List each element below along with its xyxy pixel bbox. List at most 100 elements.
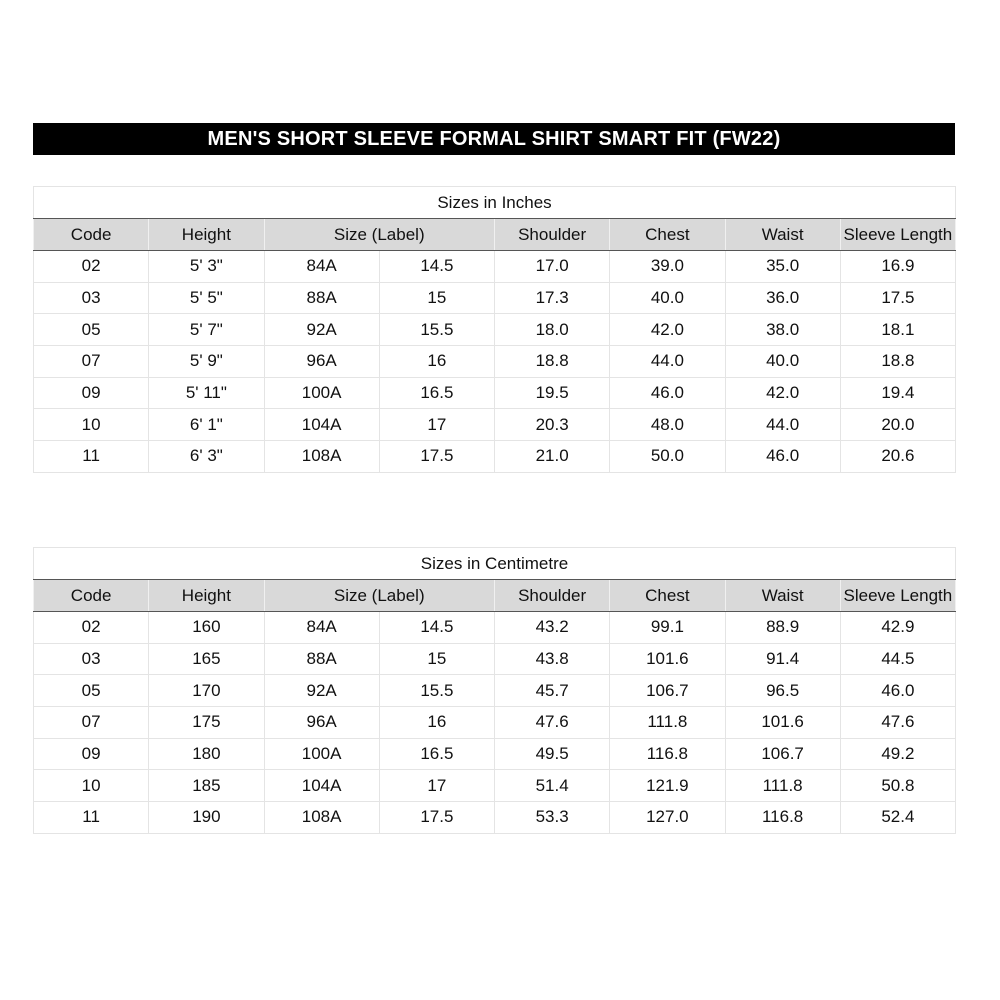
table-cell: 106.7: [724, 737, 841, 771]
table-row: 10 6' 1" 104A 17 20.3 48.0 44.0 20.0: [32, 408, 957, 442]
column-header: Height: [148, 218, 265, 251]
table-cell: 15.5: [378, 674, 496, 708]
table-row: 02 160 84A 14.5 43.2 99.1 88.9 42.9: [32, 611, 957, 644]
table-row: 02 5' 3" 84A 14.5 17.0 39.0 35.0 16.9: [32, 250, 957, 283]
column-header: Size (Label): [263, 579, 495, 612]
table-cell: 42.9: [839, 611, 957, 644]
table-cell: 101.6: [609, 642, 726, 676]
table-cell: 10: [32, 769, 150, 803]
column-header: Waist: [724, 218, 841, 251]
table-cell: 17: [378, 769, 496, 803]
table-cell: 15: [378, 281, 496, 315]
table-cell: 10: [32, 408, 150, 442]
table-row: 03 165 88A 15 43.8 101.6 91.4 44.5: [32, 642, 957, 676]
table-cell: 16.5: [378, 737, 496, 771]
table-cell: 45.7: [493, 674, 611, 708]
table-cell: 39.0: [609, 250, 726, 283]
table-cell: 108A: [263, 440, 380, 473]
table-cell: 160: [148, 611, 265, 644]
column-header: Height: [148, 579, 265, 612]
caption-row: Sizes in Centimetre: [33, 547, 956, 580]
table-row: 11 6' 3" 108A 17.5 21.0 50.0 46.0 20.6: [32, 440, 957, 473]
table-cell: 100A: [263, 376, 380, 410]
table-cell: 46.0: [609, 376, 726, 410]
table-cell: 40.0: [609, 281, 726, 315]
table-cell: 17.0: [493, 250, 611, 283]
table-cell: 03: [32, 281, 150, 315]
column-header: Size (Label): [263, 218, 495, 251]
table-cell: 108A: [263, 801, 380, 834]
table-cell: 190: [148, 801, 265, 834]
table-cell: 16.9: [839, 250, 957, 283]
table-cell: 100A: [263, 737, 380, 771]
table-row: 09 180 100A 16.5 49.5 116.8 106.7 49.2: [32, 737, 957, 771]
table-cell: 18.8: [839, 345, 957, 378]
table-cell: 35.0: [724, 250, 841, 283]
table-cell: 15: [378, 642, 496, 676]
column-header: Chest: [609, 579, 726, 612]
table-cell: 96A: [263, 706, 380, 739]
table-cell: 5' 7": [148, 313, 265, 347]
table-cell: 18.1: [839, 313, 957, 347]
table-cell: 170: [148, 674, 265, 708]
column-header: Code: [32, 579, 150, 612]
table-cell: 43.8: [493, 642, 611, 676]
table-cell: 50.0: [609, 440, 726, 473]
table-cell: 84A: [263, 250, 380, 283]
table-cell: 6' 3": [148, 440, 265, 473]
table-cell: 96.5: [724, 674, 841, 708]
table-cell: 44.5: [839, 642, 957, 676]
table-row: 05 5' 7" 92A 15.5 18.0 42.0 38.0 18.1: [32, 313, 957, 347]
table-cell: 185: [148, 769, 265, 803]
table-cell: 88A: [263, 642, 380, 676]
table-cell: 92A: [263, 313, 380, 347]
table-caption: Sizes in Inches: [33, 186, 956, 219]
table-cell: 116.8: [609, 737, 726, 771]
table-row: 07 175 96A 16 47.6 111.8 101.6 47.6: [32, 706, 957, 739]
table-cell: 46.0: [839, 674, 957, 708]
table-caption: Sizes in Centimetre: [33, 547, 956, 580]
table-cell: 05: [32, 674, 150, 708]
table-cell: 52.4: [839, 801, 957, 834]
table-cell: 36.0: [724, 281, 841, 315]
table-cell: 40.0: [724, 345, 841, 378]
table-cell: 127.0: [609, 801, 726, 834]
table-cell: 84A: [263, 611, 380, 644]
table-cell: 11: [32, 440, 150, 473]
table-cell: 18.0: [493, 313, 611, 347]
table-cell: 21.0: [493, 440, 611, 473]
table-cell: 42.0: [724, 376, 841, 410]
table-cell: 20.6: [839, 440, 957, 473]
table-cell: 15.5: [378, 313, 496, 347]
table-cell: 20.3: [493, 408, 611, 442]
table-cell: 09: [32, 376, 150, 410]
table-cell: 49.2: [839, 737, 957, 771]
table-cell: 43.2: [493, 611, 611, 644]
table-row: 10 185 104A 17 51.4 121.9 111.8 50.8: [32, 769, 957, 803]
table-cell: 101.6: [724, 706, 841, 739]
table-cell: 49.5: [493, 737, 611, 771]
table-cell: 180: [148, 737, 265, 771]
column-header: Sleeve Length: [839, 218, 957, 251]
table-cell: 16.5: [378, 376, 496, 410]
table-cell: 53.3: [493, 801, 611, 834]
column-header: Shoulder: [493, 218, 611, 251]
column-header: Shoulder: [493, 579, 611, 612]
table-cell: 51.4: [493, 769, 611, 803]
table-cell: 03: [32, 642, 150, 676]
table-cell: 07: [32, 706, 150, 739]
column-header: Sleeve Length: [839, 579, 957, 612]
column-header: Waist: [724, 579, 841, 612]
table-cell: 44.0: [609, 345, 726, 378]
table-cell: 38.0: [724, 313, 841, 347]
column-header: Chest: [609, 218, 726, 251]
table-cell: 11: [32, 801, 150, 834]
table-cell: 16: [378, 706, 496, 739]
table-cell: 88.9: [724, 611, 841, 644]
table-cell: 111.8: [609, 706, 726, 739]
table-cell: 91.4: [724, 642, 841, 676]
table-cell: 02: [32, 250, 150, 283]
table-cell: 07: [32, 345, 150, 378]
table-row: 09 5' 11" 100A 16.5 19.5 46.0 42.0 19.4: [32, 376, 957, 410]
table-cell: 19.5: [493, 376, 611, 410]
